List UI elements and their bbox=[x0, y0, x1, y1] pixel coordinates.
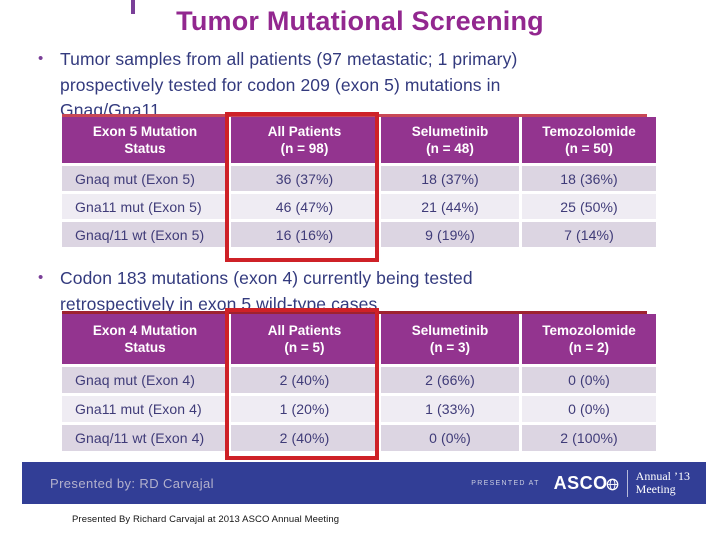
asco-logo: ASCO bbox=[554, 473, 619, 494]
header-cell: Exon 4 Mutation Status bbox=[62, 314, 228, 364]
logo-divider bbox=[626, 469, 628, 497]
data-cell: 18 (36%) bbox=[522, 166, 656, 191]
header-cell: Selumetinib (n = 3) bbox=[381, 314, 519, 364]
row-label-cell: Gna11 mut (Exon 5) bbox=[62, 194, 228, 219]
row-label-cell: Gnaq mut (Exon 5) bbox=[62, 166, 228, 191]
exon4-mutation-table: Exon 4 Mutation Status All Patients (n = 5)… bbox=[62, 314, 656, 451]
data-cell: 21 (44%) bbox=[381, 194, 519, 219]
footer-logo-group: PRESENTED AT ASCO Annual ’13 Meeting bbox=[471, 468, 690, 497]
data-cell: 36 (37%) bbox=[231, 166, 378, 191]
data-cell: 1 (20%) bbox=[231, 396, 378, 422]
data-cell: 1 (33%) bbox=[381, 396, 519, 422]
annual-13-text: Annual ’13 bbox=[635, 468, 690, 483]
data-cell: 2 (100%) bbox=[522, 425, 656, 451]
data-cell: 0 (0%) bbox=[522, 396, 656, 422]
presented-by-text: Presented by: RD Carvajal bbox=[50, 475, 214, 491]
attribution-caption: Presented By Richard Carvajal at 2013 AS… bbox=[72, 514, 340, 525]
header-cell: Temozolomide (n = 2) bbox=[522, 314, 656, 364]
row-label-cell: Gna11 mut (Exon 4) bbox=[62, 396, 228, 422]
asco-logo-text: ASCO bbox=[553, 472, 608, 493]
top-accent-mark bbox=[131, 0, 135, 14]
table2-top-rule bbox=[62, 311, 647, 314]
data-cell: 2 (40%) bbox=[231, 425, 378, 451]
exon5-mutation-table: Exon 5 Mutation Status All Patients (n = 98… bbox=[62, 117, 656, 247]
data-cell: 0 (0%) bbox=[522, 367, 656, 393]
bullet-line: Codon 183 mutations (exon 4) currently b… bbox=[60, 268, 473, 288]
annual-meeting-logo-text: Annual ’13 Meeting bbox=[635, 468, 690, 497]
data-cell: 18 (37%) bbox=[381, 166, 519, 191]
header-cell: Exon 5 Mutation Status bbox=[62, 117, 228, 163]
highlight-box-all-patients-exon5 bbox=[225, 112, 379, 262]
globe-icon bbox=[606, 478, 619, 491]
header-cell: Selumetinib (n = 48) bbox=[381, 117, 519, 163]
data-cell: 16 (16%) bbox=[231, 222, 378, 247]
header-cell: Temozolomide (n = 50) bbox=[522, 117, 656, 163]
row-label-cell: Gnaq/11 wt (Exon 4) bbox=[62, 425, 228, 451]
header-cell: All Patients (n = 5) bbox=[231, 314, 378, 364]
footer-bar: Presented by: RD Carvajal PRESENTED AT A… bbox=[22, 462, 706, 504]
data-cell: 46 (47%) bbox=[231, 194, 378, 219]
slide-title: Tumor Mutational Screening bbox=[176, 6, 544, 36]
data-cell: 25 (50%) bbox=[522, 194, 656, 219]
data-cell: 2 (66%) bbox=[381, 367, 519, 393]
data-cell: 7 (14%) bbox=[522, 222, 656, 247]
data-cell: 2 (40%) bbox=[231, 367, 378, 393]
highlight-box-all-patients-exon4 bbox=[225, 308, 379, 460]
bullet-icon: • bbox=[38, 50, 44, 67]
bullet-icon: • bbox=[38, 269, 44, 286]
bullet-line: prospectively tested for codon 209 (exon… bbox=[60, 74, 501, 95]
meeting-text: Meeting bbox=[635, 482, 676, 496]
row-label-cell: Gnaq mut (Exon 4) bbox=[62, 367, 228, 393]
bullet-line: Tumor samples from all patients (97 meta… bbox=[60, 49, 518, 69]
data-cell: 9 (19%) bbox=[381, 222, 519, 247]
row-label-cell: Gnaq/11 wt (Exon 5) bbox=[62, 222, 228, 247]
presented-at-label: PRESENTED AT bbox=[471, 479, 540, 487]
header-cell: All Patients (n = 98) bbox=[231, 117, 378, 163]
data-cell: 0 (0%) bbox=[381, 425, 519, 451]
